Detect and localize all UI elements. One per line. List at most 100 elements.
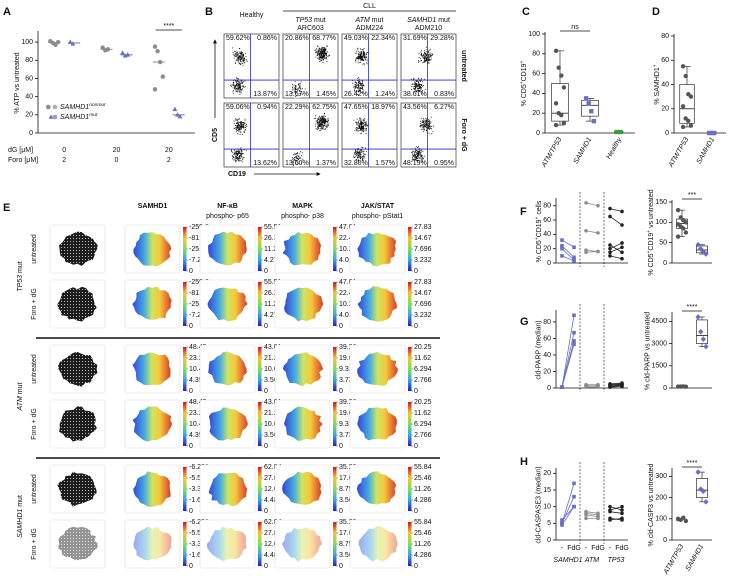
tsne-map (57, 526, 98, 561)
colorbar (333, 282, 337, 326)
y-axis-label: % cld-CASP3 vs untreated (648, 463, 655, 546)
significance: **** (687, 460, 698, 467)
pair-line (585, 230, 599, 234)
group-label-part: TP53 (17, 275, 24, 292)
colorbar-label: 25.46 (414, 475, 432, 482)
panel-letter: A (3, 6, 11, 18)
panel-letter: F (520, 206, 527, 218)
colorbar-label: -25.27 (189, 301, 209, 308)
colorbar (258, 227, 262, 271)
y-axis-label-part: CD19 (536, 219, 543, 237)
quadrant-percent: 68.77% (312, 35, 336, 42)
quadrant-percent: 38.61% (403, 91, 427, 98)
point (675, 207, 681, 213)
point (683, 384, 689, 389)
quadrant-percent: 47.65% (344, 104, 368, 111)
pair-line (585, 511, 599, 514)
point (155, 48, 160, 54)
colorbar-label: 4.39 (189, 377, 203, 384)
y-tick-label: 200 (655, 494, 667, 501)
colorbar-label: 22.44 (339, 235, 357, 242)
tsne-map (206, 526, 247, 562)
x-tick-label: ATM/TP53 (662, 543, 685, 576)
point (620, 256, 624, 261)
colorbar-label: 14.67 (414, 290, 432, 297)
colorbar-label: -259.3 (189, 279, 209, 286)
y-tick-label: 1500 (651, 363, 667, 370)
y-axis-label-part: vs untreated (648, 189, 655, 230)
pair-line (585, 385, 599, 387)
row-label: Foro + dG (31, 528, 38, 560)
contour (351, 46, 372, 67)
colorbar-label: 17.03 (339, 475, 357, 482)
y-tick-label: 0 (547, 260, 551, 267)
pair-line (609, 382, 623, 385)
x-tick-label: SAMHD1 (573, 136, 594, 165)
y-tick-label: 20 (543, 470, 551, 477)
colorbar (183, 522, 187, 566)
colorbar-label: 8.753 (339, 486, 357, 493)
point (560, 238, 564, 242)
pair-line (561, 315, 575, 388)
point (172, 106, 178, 112)
colorbar (258, 467, 262, 511)
legend-symbol (48, 114, 54, 119)
panel-letter: E (3, 202, 10, 214)
pair-line (561, 483, 575, 524)
contour (229, 115, 250, 136)
point (681, 515, 686, 520)
y-axis-label-part: % CD5 (648, 253, 655, 275)
y-tick-label: 0 (663, 385, 667, 392)
column-title-part: ATM (355, 17, 370, 24)
point (596, 231, 600, 235)
colorbar-label: 26.36 (264, 235, 282, 242)
colorbar-label: 4.484 (264, 497, 282, 504)
significance: ns (571, 24, 579, 31)
tsne-map (283, 406, 323, 441)
colorbar-label: 11.62 (414, 355, 431, 362)
colorbar-label: 43.01 (264, 344, 282, 351)
point (683, 73, 688, 79)
panel-letter: G (520, 316, 529, 328)
column-title-part: SAMHD1 (407, 17, 436, 24)
point (619, 129, 624, 135)
y-tick-label: 0 (536, 130, 540, 137)
y-tick-label: 300 (655, 473, 667, 480)
y-tick-label: 80 (661, 33, 669, 40)
group-label-part: mut (17, 261, 24, 275)
quadrant-percent: 0.94% (257, 104, 277, 111)
contour (351, 115, 372, 136)
point (608, 246, 612, 251)
colorbar-label: 55.84 (414, 464, 432, 471)
x-tick-label: - (609, 545, 612, 552)
flow-plot (282, 33, 339, 99)
colorbar (258, 402, 262, 446)
y-tick-label: 60 (25, 75, 33, 82)
point (608, 206, 612, 211)
colorbar-label: 11.62 (414, 410, 431, 417)
colorbar-label: 39.26 (339, 399, 357, 406)
colorbar-label: 11.26 (414, 541, 431, 548)
colorbar-label: -3.363 (189, 541, 209, 548)
y-axis-label-part: + (520, 81, 525, 84)
y-tick-label: 80 (532, 51, 540, 58)
flow-plot (341, 33, 398, 99)
colorbar-label: -25.27 (189, 246, 209, 253)
colorbar (333, 467, 337, 511)
point (584, 516, 588, 521)
tsne-map (358, 525, 398, 562)
colorbar-label: 4.01 (339, 257, 353, 264)
flow-plot (223, 102, 280, 168)
pair-line (609, 506, 623, 511)
colorbar-label: 39.26 (339, 344, 357, 351)
quadrant-percent: 32.80% (344, 160, 368, 167)
y-tick-label: 60 (532, 70, 540, 77)
point (152, 87, 158, 92)
colorbar-label: 0 (339, 443, 343, 450)
box (581, 99, 599, 117)
point (683, 518, 689, 524)
group-label: TP53 (608, 557, 625, 564)
y-axis-label: % cld-PARP vs untreated (644, 312, 651, 390)
point (560, 246, 564, 251)
point (680, 104, 686, 109)
